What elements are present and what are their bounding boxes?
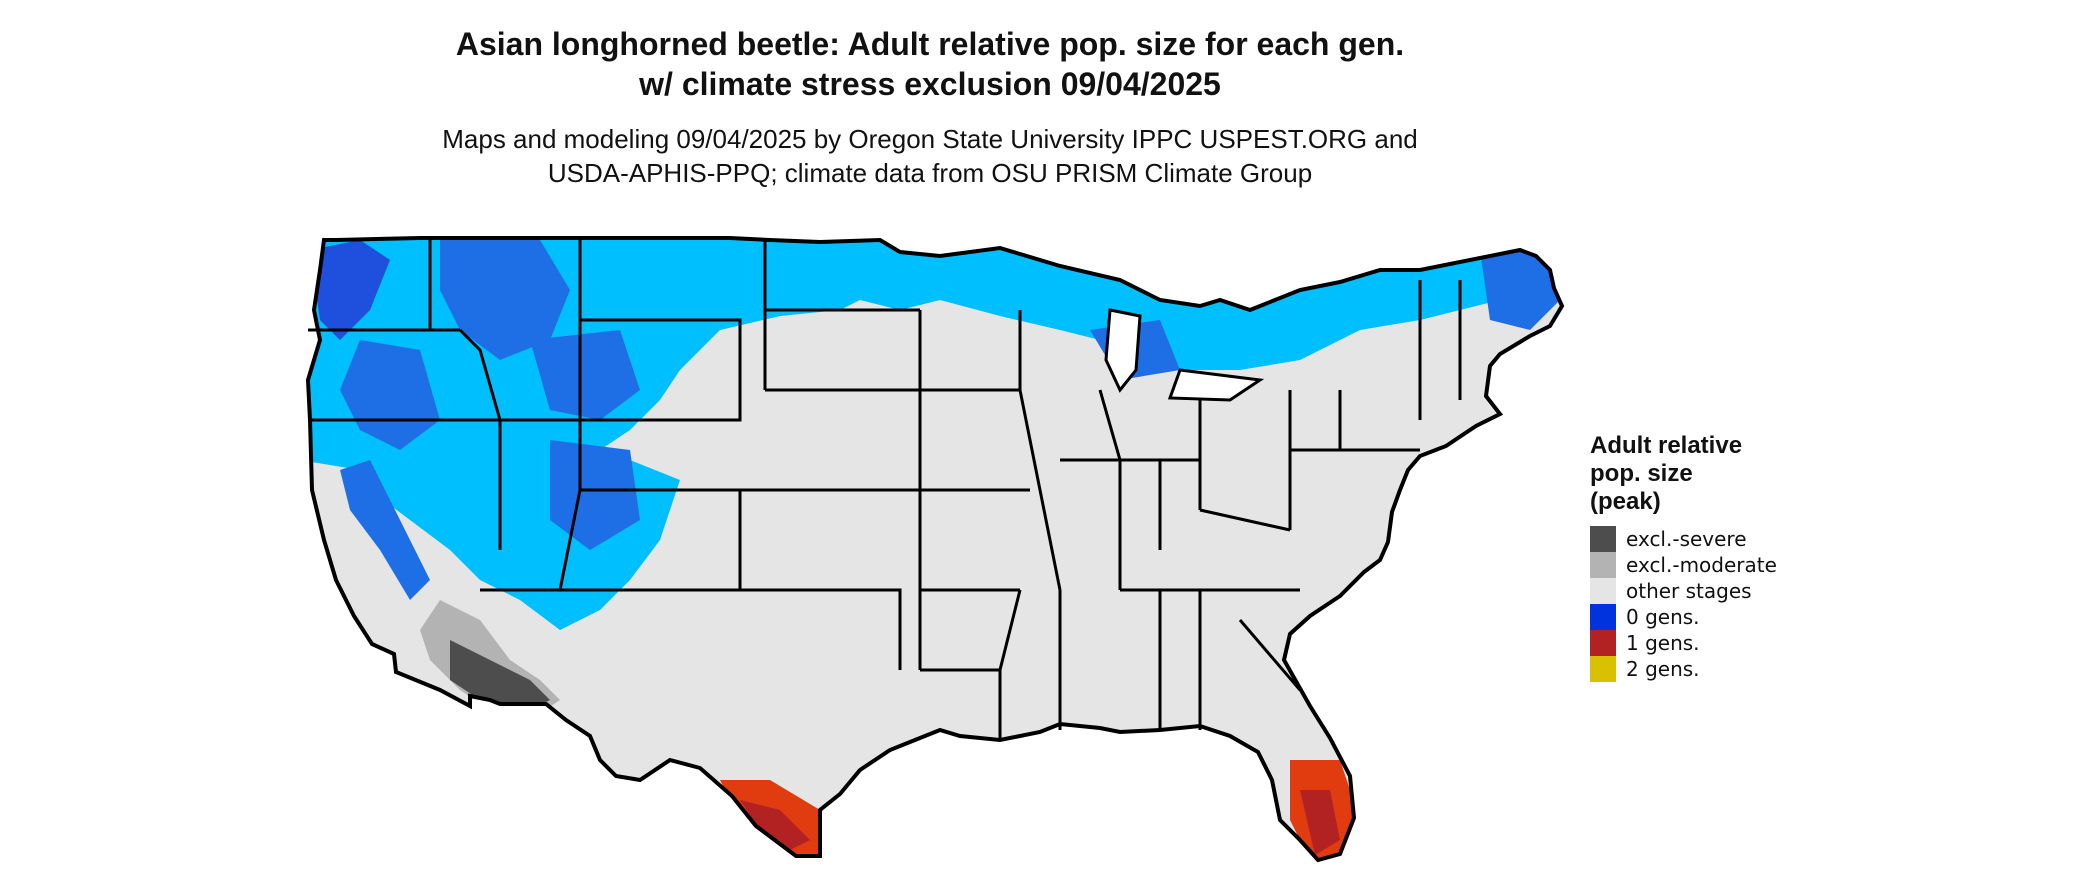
region-blue-sierra <box>340 460 430 600</box>
map-title-line-2: w/ climate stress exclusion 09/04/2025 <box>639 66 1221 102</box>
map-subtitle-line-2: USDA-APHIS-PPQ; climate data from OSU PR… <box>547 158 1313 188</box>
legend-item: excl.-moderate <box>1590 552 1890 578</box>
legend-item: excl.-severe <box>1590 526 1890 552</box>
legend-label: 2 gens. <box>1626 657 1700 681</box>
region-dark-blue-olympic <box>310 240 390 340</box>
region-blue-oregon <box>340 340 440 450</box>
state-borders <box>308 240 1462 740</box>
legend: Adult relative pop. size (peak) excl.-se… <box>1590 432 1890 682</box>
region-blue-idaho <box>440 240 570 360</box>
us-map-svg <box>306 236 1564 862</box>
us-map <box>300 220 1580 890</box>
legend-label: 0 gens. <box>1626 605 1700 629</box>
legend-item: 2 gens. <box>1590 656 1890 682</box>
legend-items: excl.-severe excl.-moderate other stages 0 … <box>1590 526 1890 682</box>
legend-title-line-3: (peak) <box>1590 488 1661 515</box>
legend-title-line-1: Adult relative <box>1590 432 1743 459</box>
legend-swatch <box>1590 552 1616 578</box>
map-subtitle-line-1: Maps and modeling 09/04/2025 by Oregon S… <box>442 124 1418 154</box>
region-blue-maine <box>1480 250 1560 330</box>
legend-swatch <box>1590 604 1616 630</box>
region-dark-red-texas <box>740 800 810 850</box>
legend-swatch <box>1590 578 1616 604</box>
legend-item: 0 gens. <box>1590 604 1890 630</box>
lake-erie <box>1167 368 1265 402</box>
region-blue-wyoming <box>530 330 640 420</box>
legend-label: 1 gens. <box>1626 631 1700 655</box>
map-title-line-1: Asian longhorned beetle: Adult relative … <box>455 26 1405 62</box>
region-dark-red-florida <box>1300 790 1340 855</box>
legend-label: other stages <box>1626 579 1752 603</box>
legend-title-line-2: pop. size <box>1590 460 1693 487</box>
legend-swatch <box>1590 656 1616 682</box>
legend-title: Adult relative pop. size (peak) <box>1590 432 1890 516</box>
legend-label: excl.-severe <box>1626 527 1747 551</box>
legend-item: other stages <box>1590 578 1890 604</box>
legend-item: 1 gens. <box>1590 630 1890 656</box>
legend-swatch <box>1590 526 1616 552</box>
legend-swatch <box>1590 630 1616 656</box>
legend-label: excl.-moderate <box>1626 553 1777 577</box>
lake-michigan <box>1104 308 1142 393</box>
